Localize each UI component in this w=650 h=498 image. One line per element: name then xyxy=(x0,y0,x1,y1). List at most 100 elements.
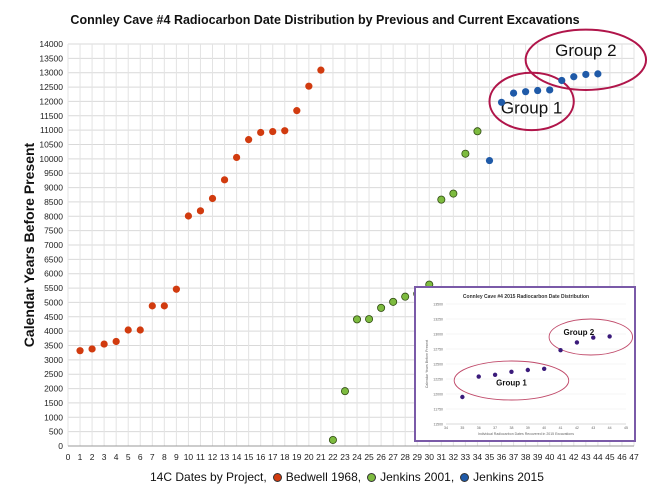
y-tick-label: 5000 xyxy=(44,297,63,307)
inset-y-tick-label: 11500 xyxy=(434,423,444,427)
legend-title: 14C Dates by Project, xyxy=(150,470,267,484)
x-tick-label: 1 xyxy=(78,452,83,462)
x-tick-label: 12 xyxy=(208,452,218,462)
data-point xyxy=(124,326,132,334)
data-point xyxy=(461,149,470,158)
x-tick-label: 40 xyxy=(545,452,555,462)
data-point xyxy=(148,302,156,310)
x-tick-label: 20 xyxy=(304,452,314,462)
data-point xyxy=(269,127,277,136)
x-tick-label: 26 xyxy=(376,452,386,462)
x-tick-label: 24 xyxy=(352,452,362,462)
x-tick-label: 29 xyxy=(412,452,422,462)
inset-x-tick-label: 39 xyxy=(526,426,530,430)
legend-label-jenkins-2015: Jenkins 2015 xyxy=(473,470,544,484)
inset-x-tick-label: 37 xyxy=(493,426,497,430)
data-point xyxy=(293,107,301,115)
data-point xyxy=(377,303,386,312)
inset-y-tick-label: 12000 xyxy=(433,393,443,397)
data-point xyxy=(340,387,349,396)
data-point xyxy=(232,153,241,162)
y-tick-label: 8500 xyxy=(44,197,63,207)
y-tick-label: 1000 xyxy=(44,412,63,422)
legend: 14C Dates by Project, Bedwell 1968, Jenk… xyxy=(150,470,544,484)
data-point xyxy=(353,315,362,324)
y-tick-label: 2000 xyxy=(44,384,63,394)
inset-data-point xyxy=(525,367,531,373)
x-tick-label: 5 xyxy=(126,452,131,462)
y-tick-label: 14000 xyxy=(39,39,63,49)
data-point xyxy=(88,345,96,353)
legend-item-bedwell: Bedwell 1968, xyxy=(272,470,361,484)
x-tick-label: 36 xyxy=(497,452,507,462)
data-point xyxy=(365,315,374,324)
inset-y-tick-label: 11750 xyxy=(434,408,444,412)
inset-data-point xyxy=(541,366,547,371)
x-tick-label: 15 xyxy=(244,452,254,462)
x-tick-label: 43 xyxy=(581,452,591,462)
inset-data-point xyxy=(509,369,514,374)
x-tick-label: 17 xyxy=(268,452,278,462)
x-tick-label: 8 xyxy=(162,452,167,462)
x-tick-label: 11 xyxy=(196,452,205,462)
x-tick-label: 10 xyxy=(184,452,194,462)
series-0 xyxy=(76,66,325,355)
data-point xyxy=(546,86,554,94)
x-tick-label: 28 xyxy=(400,452,410,462)
x-tick-label: 39 xyxy=(533,452,543,462)
y-tick-label: 10000 xyxy=(39,154,63,164)
data-point xyxy=(172,285,180,293)
legend-item-jenkins-2015: Jenkins 2015 xyxy=(460,470,544,484)
x-tick-label: 16 xyxy=(256,452,266,462)
legend-item-jenkins-2001: Jenkins 2001, xyxy=(367,470,454,484)
data-point xyxy=(509,89,518,97)
x-tick-label: 46 xyxy=(617,452,627,462)
x-tick-label: 41 xyxy=(557,452,567,462)
data-point xyxy=(100,340,108,348)
data-point xyxy=(534,86,542,95)
inset-group-2-label: Group 2 xyxy=(563,328,594,337)
inset-group-1-label: Group 1 xyxy=(496,379,527,388)
x-tick-label: 13 xyxy=(220,452,230,462)
inset-x-tick-label: 45 xyxy=(624,426,628,430)
x-tick-label: 31 xyxy=(437,452,447,462)
x-tick-label: 19 xyxy=(292,452,302,462)
inset-y-tick-label: 13500 xyxy=(433,303,443,307)
y-tick-label: 5500 xyxy=(44,283,63,293)
y-tick-label: 1500 xyxy=(44,398,63,408)
data-point xyxy=(245,136,253,144)
data-point xyxy=(257,128,265,137)
data-point xyxy=(522,88,530,96)
x-tick-label: 23 xyxy=(340,452,350,462)
inset-data-point xyxy=(558,348,563,353)
x-tick-label: 42 xyxy=(569,452,579,462)
data-point xyxy=(112,337,120,346)
legend-label-jenkins-2001: Jenkins 2001, xyxy=(380,470,455,484)
x-tick-label: 21 xyxy=(316,452,326,462)
inset-x-tick-label: 40 xyxy=(542,426,546,430)
inset-data-point xyxy=(591,335,596,340)
data-point xyxy=(485,156,494,165)
y-axis-label: Calendar Years Before Present xyxy=(21,142,37,347)
inset-x-tick-label: 44 xyxy=(608,426,612,430)
y-tick-label: 11000 xyxy=(40,125,63,135)
inset-y-tick-label: 12750 xyxy=(433,348,443,352)
data-point xyxy=(437,195,446,204)
y-tick-label: 6500 xyxy=(44,254,63,264)
data-point xyxy=(208,194,217,203)
x-tick-label: 2 xyxy=(90,452,95,462)
data-point xyxy=(473,127,482,136)
legend-marker-jenkins-2015 xyxy=(460,472,470,482)
data-point xyxy=(582,70,590,79)
x-tick-label: 35 xyxy=(485,452,495,462)
x-tick-label: 32 xyxy=(449,452,459,462)
data-point xyxy=(281,127,289,135)
y-tick-label: 13000 xyxy=(39,68,63,78)
inset-x-tick-label: 38 xyxy=(510,426,514,430)
x-tick-label: 7 xyxy=(150,452,155,462)
inset-title: Connley Cave #4 2015 Radiocarbon Date Di… xyxy=(463,294,589,300)
x-tick-label: 44 xyxy=(593,452,603,462)
y-tick-label: 7500 xyxy=(44,226,63,236)
y-tick-label: 7000 xyxy=(44,240,63,250)
x-tick-label: 25 xyxy=(364,452,374,462)
